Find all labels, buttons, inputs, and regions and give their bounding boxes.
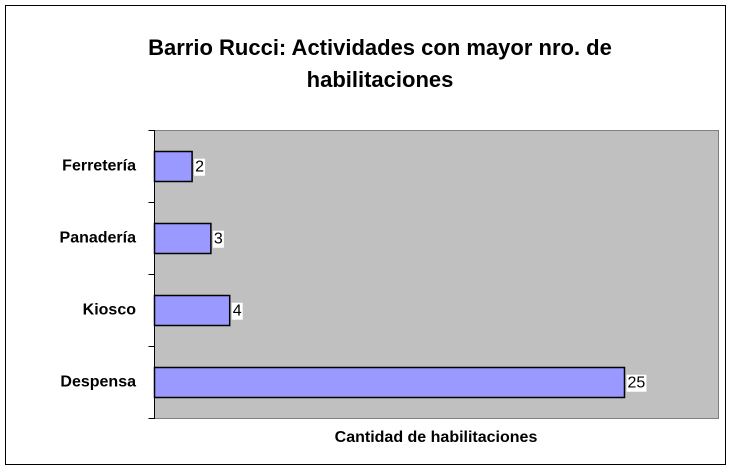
x-axis-title: Cantidad de habilitaciones [335,429,538,446]
bar [153,150,193,183]
y-tick-label: Despensa [60,374,136,391]
value-label: 2 [195,159,204,176]
bar [153,222,212,255]
value-label: 4 [233,303,242,320]
value-label-bg [231,302,243,320]
value-label-bg [626,374,647,392]
value-label: 25 [628,375,646,392]
value-label-bg [194,158,206,176]
y-tick-label: Ferretería [62,158,136,175]
y-tick-label: Kiosco [83,302,137,319]
value-label: 3 [214,231,223,248]
y-tick-label: Panadería [60,230,137,247]
value-label-bg [212,230,224,248]
bar [153,294,231,327]
chart-title: Barrio Rucci: Actividades con mayor nro.… [148,35,612,92]
bar [153,366,626,399]
